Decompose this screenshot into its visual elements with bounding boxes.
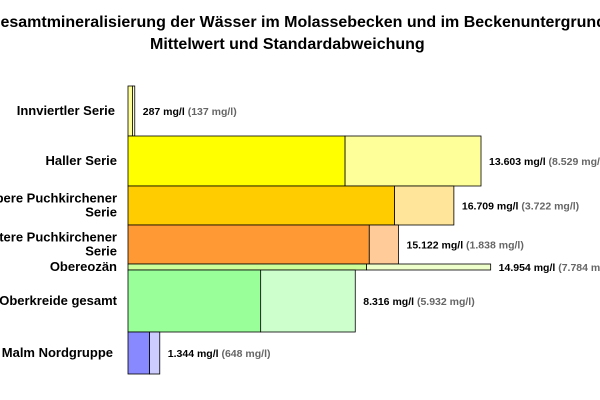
category-label: Oberkreide gesamt: [0, 293, 118, 308]
category-label: Malm Nordgruppe: [2, 345, 113, 360]
sd-bar: [149, 331, 161, 375]
mean-bar: [127, 224, 370, 265]
category-label: Haller Serie: [45, 153, 117, 168]
chart-subtitle: Mittelwert und Standardabweichung: [150, 36, 425, 53]
data-label: 287 mg/l (137 mg/l): [143, 106, 237, 118]
data-label: 1.344 mg/l (648 mg/l): [168, 348, 271, 360]
data-label: 8.316 mg/l (5.932 mg/l): [363, 296, 474, 308]
category-label: Innviertler Serie: [17, 103, 115, 118]
sd-bar: [366, 263, 492, 271]
mean-bar: [127, 185, 395, 226]
sd-bar: [344, 135, 482, 187]
mean-bar: [127, 85, 133, 137]
mean-bar: [127, 331, 150, 375]
chart-title: Gesamtmineralisierung der Wässer im Mola…: [0, 14, 600, 31]
mean-bar: [127, 263, 367, 271]
data-label: 16.709 mg/l (3.722 mg/l): [462, 201, 579, 213]
sd-bar: [368, 224, 399, 265]
sd-bar: [394, 185, 455, 226]
category-label: Obereozän: [50, 259, 117, 274]
mean-bar: [127, 135, 346, 187]
mean-bar: [127, 269, 262, 333]
sd-bar: [260, 269, 356, 333]
data-label: 13.603 mg/l (8.529 mg/l): [489, 156, 600, 168]
data-label: 14.954 mg/l (7.784 mg/l): [499, 262, 600, 274]
data-label: 15.122 mg/l (1.838 mg/l): [407, 240, 524, 252]
